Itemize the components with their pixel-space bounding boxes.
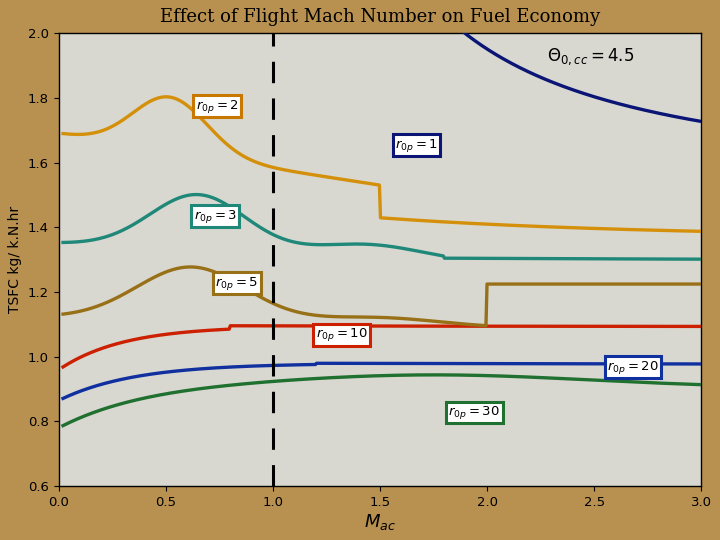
Y-axis label: TSFC kg/ k.N.hr: TSFC kg/ k.N.hr: [9, 206, 22, 313]
Title: Effect of Flight Mach Number on Fuel Economy: Effect of Flight Mach Number on Fuel Eco…: [160, 8, 600, 26]
Text: $r_{0p}=30$: $r_{0p}=30$: [449, 404, 500, 421]
Text: $r_{0p}=20$: $r_{0p}=20$: [607, 359, 659, 376]
Text: $r_{0p}=3$: $r_{0p}=3$: [194, 208, 237, 225]
X-axis label: $M_{ac}$: $M_{ac}$: [364, 512, 396, 532]
Text: $r_{0p}=1$: $r_{0p}=1$: [395, 137, 438, 153]
Text: $r_{0p}=5$: $r_{0p}=5$: [215, 274, 258, 292]
Text: $r_{0p}=2$: $r_{0p}=2$: [196, 98, 239, 114]
Text: $\Theta_{0,cc}=4.5$: $\Theta_{0,cc}=4.5$: [547, 46, 634, 67]
Text: $r_{0p}=10$: $r_{0p}=10$: [315, 326, 367, 343]
